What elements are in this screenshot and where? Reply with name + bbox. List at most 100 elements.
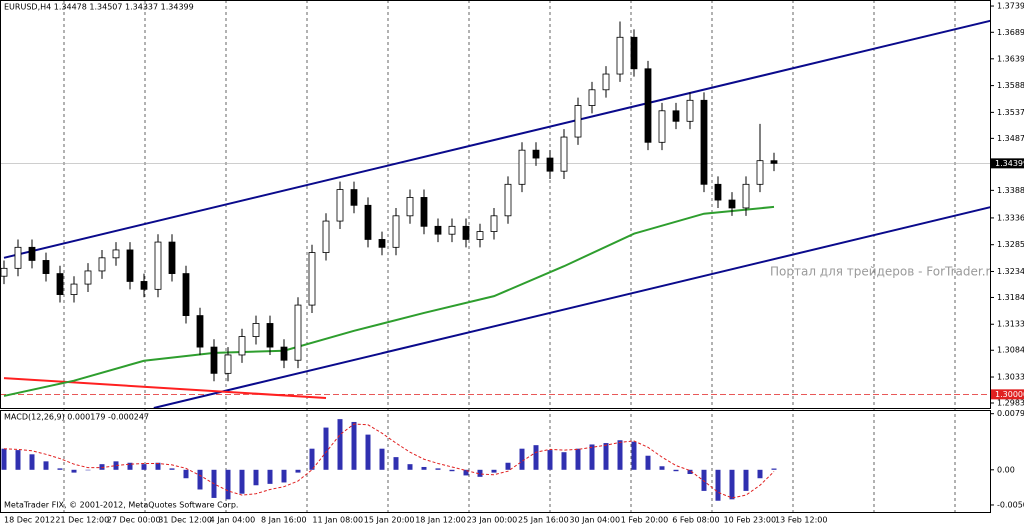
y-tick-label: 1.32340 [997,267,1024,276]
macd-bar [589,444,595,470]
macd-bar [197,469,203,490]
candle-body [252,323,260,337]
macd-signal [3,423,775,499]
macd-panel [1,419,777,501]
macd-tick-label: -0.005000 [997,500,1024,509]
macd-bar [743,469,749,491]
candle-body [476,231,484,240]
candle-body [56,273,64,295]
y-tick-label: 1.36390 [997,54,1024,63]
macd-bar [351,421,357,470]
candle-body [28,246,36,261]
candle-body [336,189,344,222]
candle-body [196,315,204,348]
macd-tick-label: 0.007975 [997,409,1024,418]
candle-body [728,199,736,209]
candle-body [770,160,778,164]
time-grid [63,0,956,512]
macd-bar [603,443,609,470]
macd-bar [463,469,469,476]
candle-body [98,257,106,272]
candle-body [588,89,596,106]
candle-body [448,225,456,235]
macd-tick-label: 0.00 [997,465,1015,474]
macd-bar [757,469,763,479]
current-price-label: 1.34399 [995,159,1024,168]
macd-bar [295,469,301,473]
macd-bar [435,468,441,470]
macd-bar [393,457,399,470]
macd-bar [1,448,7,470]
macd-bar [561,452,567,470]
x-tick-label: 27 Dec 00:00 [107,516,161,525]
trend-line [153,206,990,408]
macd-bar [99,464,105,470]
y-tick-label: 1.33885 [997,186,1024,195]
candle-body [504,183,512,217]
y-tick-label: 1.35370 [997,108,1024,117]
x-tick-label: 31 Dec 12:00 [158,516,212,525]
axes: 1.37395 1.36895 1.36390 1.35880 1.35370 1.348… [4,2,1024,525]
candle-body [210,346,218,374]
macd-bar [631,441,637,470]
macd-bar [323,427,329,470]
x-tick-label: 6 Feb 08:00 [672,516,719,525]
candle-body [126,249,134,282]
candle-body [714,183,722,201]
macd-bar [127,462,133,470]
macd-bar [701,469,707,491]
macd-bar [253,469,259,486]
candle-body [742,183,750,209]
y-tick-label: 1.35880 [997,81,1024,90]
candle-body [462,225,470,240]
y-tick-label: 1.30330 [997,373,1024,382]
candle-body [574,105,582,138]
candle-body [0,267,8,277]
y-tick-label: 1.32850 [997,240,1024,249]
macd-bar [309,448,315,470]
price-panel: Портал для трейдеров - ForTrader.ru [0,19,990,408]
macd-bar [365,434,371,470]
x-tick-label: 13 Feb 12:00 [775,516,827,525]
macd-bar [617,440,623,470]
copyright: MetaTrader FIX, © 2001-2012, MetaQuotes … [4,501,238,510]
candle-body [224,354,232,374]
macd-bar [659,466,665,470]
x-tick-label: 11 Jan 08:00 [312,516,363,525]
macd-bar [533,445,539,470]
x-tick-label: 10 Feb 23:00 [724,516,776,525]
macd-bar [505,462,511,470]
macd-bar [491,469,497,473]
macd-label: MACD(12,26,9) 0.000179 -0.000247 [4,413,149,422]
y-tick-label: 1.36895 [997,28,1024,37]
candle-body [434,225,442,235]
macd-bar [169,468,175,470]
x-tick-label: 25 Jan 16:00 [518,516,569,525]
y-tick-label: 1.31335 [997,320,1024,329]
candle-body [672,110,680,122]
candle-body [14,246,22,269]
macd-bar [477,469,483,477]
candle-body [42,260,50,274]
trend-line [3,377,327,400]
macd-bar [239,469,245,494]
candle-body [490,215,498,232]
candle-body [518,149,526,185]
x-tick-label: 4 Jan 04:00 [210,516,256,525]
macd-bar [673,469,679,472]
macd-bar [729,469,735,500]
macd-bar [57,468,63,470]
macd-bar [71,469,77,473]
candle-body [322,220,330,253]
candle-body [84,270,92,285]
current-price-box [991,158,1024,169]
x-tick-label: 18 Jan 12:00 [415,516,466,525]
candle-body [70,283,78,295]
moving-average [3,205,775,397]
macd-bar [15,450,21,470]
level-box [991,389,1024,400]
candle-body [378,239,386,248]
macd-bar [449,469,455,472]
macd-bar [421,466,427,470]
